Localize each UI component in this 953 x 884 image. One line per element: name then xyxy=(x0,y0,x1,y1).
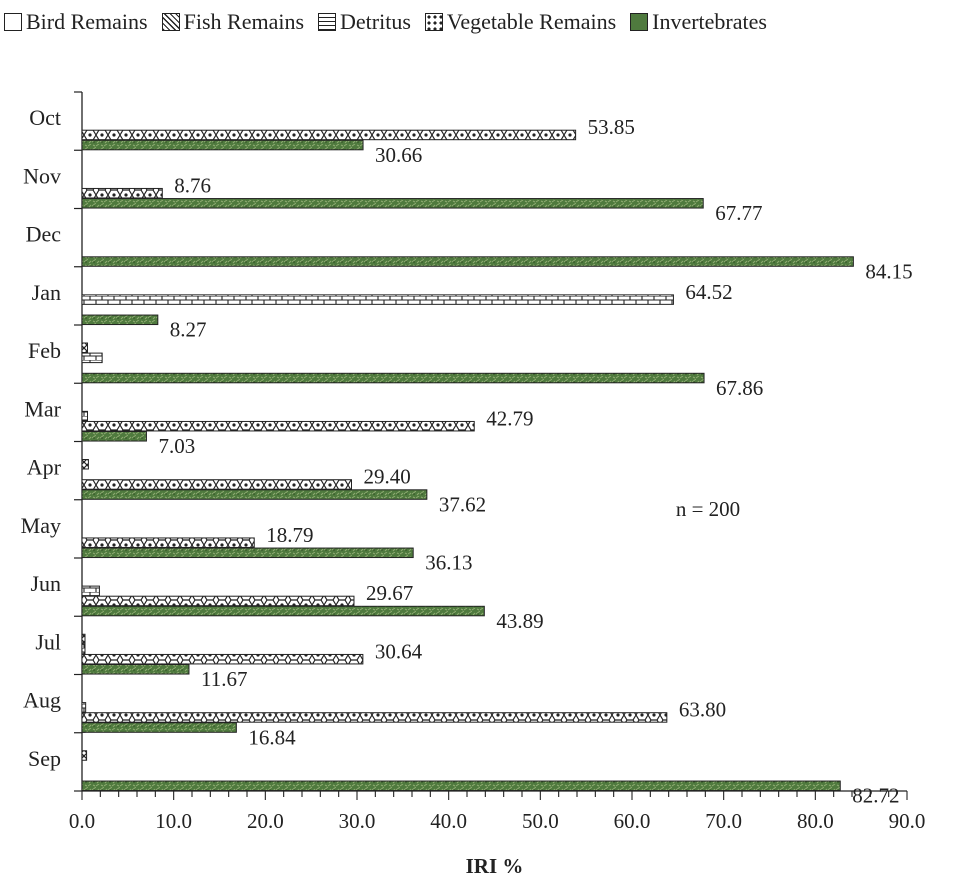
data-label-invertebrates-sep: 82.72 xyxy=(852,784,899,808)
category-label-jun: Jun xyxy=(30,571,61,596)
bar-invertebrates-mar xyxy=(81,431,147,442)
category-label-feb: Feb xyxy=(28,338,61,363)
bar-vegetable-remains-aug xyxy=(81,712,668,723)
bar-vegetable-remains-mar xyxy=(81,420,475,432)
legend-item-fish-remains: Fish Remains xyxy=(161,9,305,35)
bar-invertebrates-apr xyxy=(81,489,428,500)
data-label-invertebrates-may: 36.13 xyxy=(425,551,472,575)
category-label-oct: Oct xyxy=(29,105,61,130)
x-tick-label: 60.0 xyxy=(614,809,651,833)
bar-vegetable-remains-apr xyxy=(81,479,352,490)
legend-item-detritus: Detritus xyxy=(318,9,411,35)
data-label-invertebrates-oct: 30.66 xyxy=(375,143,422,167)
bar-fish-remains-jul xyxy=(81,633,86,645)
data-label-vegetable-remains-jun: 29.67 xyxy=(366,581,413,605)
legend-item-invertebrates: Invertebrates xyxy=(630,9,767,35)
legend-swatch-fish-remains xyxy=(161,13,180,31)
x-tick-label: 50.0 xyxy=(522,809,559,833)
legend-label-invertebrates: Invertebrates xyxy=(652,9,767,34)
data-label-vegetable-remains-aug: 63.80 xyxy=(679,698,726,722)
legend-label-fish-remains: Fish Remains xyxy=(183,9,305,34)
bar-invertebrates-jan xyxy=(81,314,159,326)
category-label-sep: Sep xyxy=(28,746,61,771)
bar-invertebrates-jun xyxy=(81,605,485,617)
legend-item-vegetable-remains: Vegetable Remains xyxy=(424,9,617,35)
data-label-vegetable-remains-oct: 53.85 xyxy=(588,115,635,139)
data-label-invertebrates-feb: 67.86 xyxy=(716,376,763,400)
category-label-may: May xyxy=(21,513,61,538)
bar-vegetable-remains-nov xyxy=(81,187,163,199)
category-label-nov: Nov xyxy=(23,163,61,188)
bar-fish-remains-apr xyxy=(81,459,89,470)
bar-invertebrates-oct xyxy=(81,139,364,151)
data-label-vegetable-remains-nov: 8.76 xyxy=(174,173,211,197)
x-tick-label: 70.0 xyxy=(705,809,742,833)
legend-label-detritus: Detritus xyxy=(340,9,411,34)
legend-item-bird-remains: Bird Remains xyxy=(4,9,148,35)
category-label-jan: Jan xyxy=(32,280,61,305)
bar-detritus-jul xyxy=(81,643,86,655)
bar-detritus-aug xyxy=(81,702,87,713)
bar-vegetable-remains-oct xyxy=(81,129,577,141)
x-tick-label: 30.0 xyxy=(339,809,376,833)
data-label-invertebrates-jun: 43.89 xyxy=(496,609,543,633)
sample-size-annotation: n = 200 xyxy=(676,497,740,521)
bar-detritus-mar xyxy=(81,410,88,422)
data-label-invertebrates-apr: 37.62 xyxy=(439,492,486,516)
legend-swatch-detritus xyxy=(318,13,337,31)
bar-invertebrates-dec xyxy=(81,256,854,267)
x-tick-label: 90.0 xyxy=(889,809,926,833)
bar-invertebrates-nov xyxy=(81,198,704,209)
legend-label-vegetable-remains: Vegetable Remains xyxy=(446,9,617,34)
data-label-invertebrates-jan: 8.27 xyxy=(170,318,207,342)
bar-detritus-jan xyxy=(81,294,674,305)
bar-fish-remains-feb xyxy=(81,342,88,353)
chart-legend: Bird Remains Fish Remains Detritus Vegetabl… xyxy=(4,6,767,38)
x-tick-label: 80.0 xyxy=(797,809,834,833)
category-label-aug: Aug xyxy=(23,688,61,713)
data-label-vegetable-remains-apr: 29.40 xyxy=(364,465,411,489)
category-label-mar: Mar xyxy=(24,396,61,421)
bar-invertebrates-feb xyxy=(81,372,705,384)
category-label-dec: Dec xyxy=(26,222,62,247)
legend-swatch-invertebrates xyxy=(630,13,649,31)
legend-label-bird-remains: Bird Remains xyxy=(26,9,148,34)
data-label-detritus-jan: 64.52 xyxy=(685,280,732,304)
data-label-invertebrates-dec: 84.15 xyxy=(865,259,912,283)
legend-swatch-vegetable-remains xyxy=(424,13,443,31)
x-tick-label: 10.0 xyxy=(155,809,192,833)
bar-fish-remains-sep xyxy=(81,750,88,761)
bar-vegetable-remains-jun xyxy=(81,595,355,607)
bar-invertebrates-jul xyxy=(81,664,190,675)
bar-vegetable-remains-may xyxy=(81,537,255,548)
bar-invertebrates-aug xyxy=(81,722,237,733)
x-tick-label: 40.0 xyxy=(430,809,467,833)
bar-detritus-feb xyxy=(81,352,103,364)
bar-invertebrates-sep xyxy=(81,780,841,792)
data-label-vegetable-remains-jul: 30.64 xyxy=(375,639,423,663)
data-label-vegetable-remains-may: 18.79 xyxy=(266,523,313,547)
category-label-jul: Jul xyxy=(35,629,61,654)
category-label-apr: Apr xyxy=(27,455,62,480)
x-tick-label: 20.0 xyxy=(247,809,284,833)
data-label-invertebrates-aug: 16.84 xyxy=(248,725,296,749)
bar-vegetable-remains-jul xyxy=(81,653,364,665)
x-tick-label: 0.0 xyxy=(69,809,95,833)
data-label-invertebrates-jul: 11.67 xyxy=(201,667,247,691)
data-label-invertebrates-mar: 7.03 xyxy=(158,434,195,458)
legend-swatch-bird-remains xyxy=(4,13,22,31)
bar-detritus-jun xyxy=(81,585,100,597)
bar-invertebrates-may xyxy=(81,547,414,559)
x-axis-title: IRI % xyxy=(466,854,524,878)
data-label-invertebrates-nov: 67.77 xyxy=(715,201,762,225)
data-label-vegetable-remains-mar: 42.79 xyxy=(486,406,533,430)
